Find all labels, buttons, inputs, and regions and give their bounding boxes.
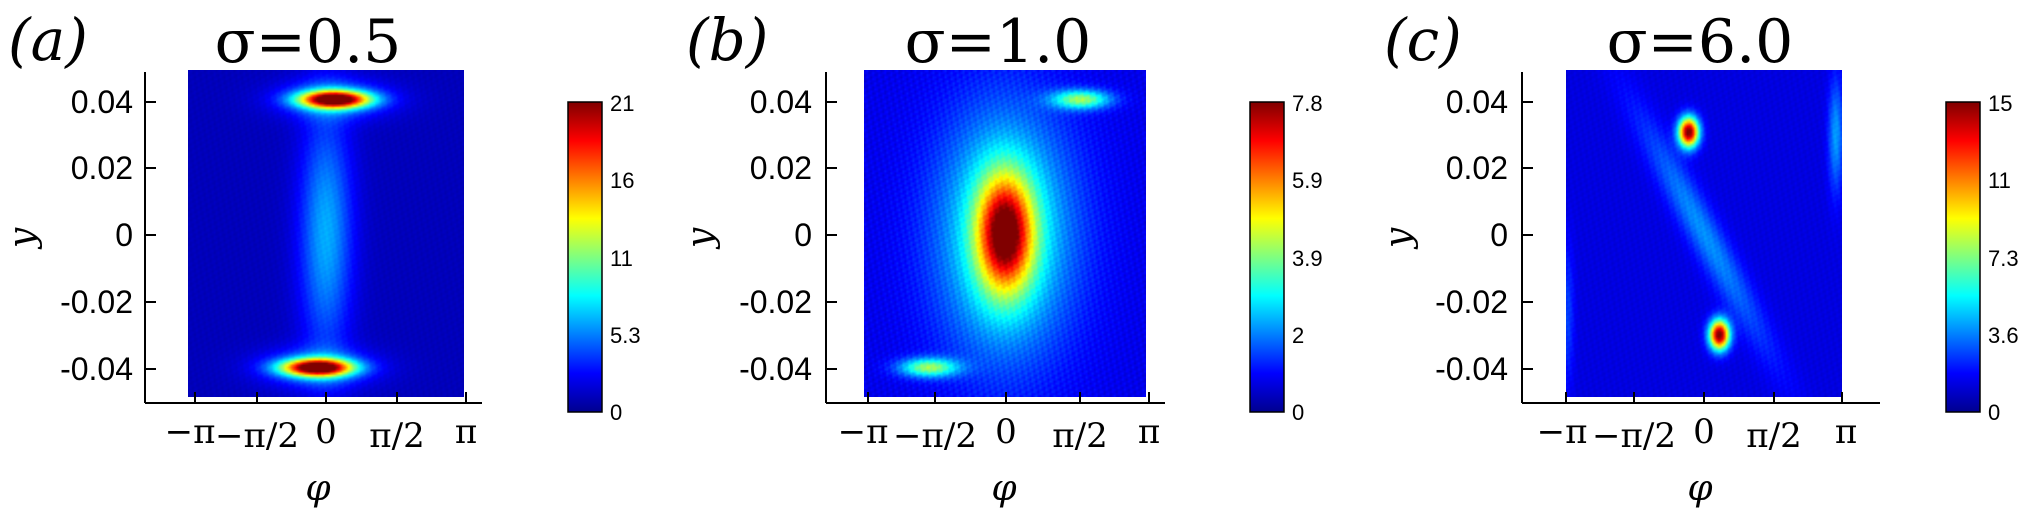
x-tick-label-c-2: −π/2 [1592, 416, 1676, 456]
panel-label-c: (c) [1384, 6, 1462, 74]
y-axis-title-c: y [1378, 227, 1419, 250]
colorbar-label-a-1: 21 [610, 91, 634, 116]
colorbar-label-c-2: 11 [1988, 168, 2011, 193]
x-tick-label-c-4: π/2 [1746, 416, 1801, 456]
x-axis-title-a: φ [305, 468, 331, 509]
colorbar-label-a-2: 16 [610, 168, 634, 193]
x-tick-label-c-5: π [1835, 412, 1857, 452]
colorbar-frame-c [1945, 101, 1981, 413]
panel-title-b: σ=1.0 [905, 7, 1092, 77]
y-tick-label-c-4: -0.02 [1435, 284, 1508, 320]
panel-b: (b) σ=1.0 0.04 0.02 0 -0.02 -0.04 −π −π/… [680, 6, 1323, 509]
y-tick-label-c-3: 0 [1490, 217, 1508, 253]
colorbar-b: 7.8 5.9 3.9 2 0 [1249, 91, 1323, 425]
x-tick-label-b-2: −π/2 [893, 416, 977, 456]
y-tick-label-b-2: 0.02 [750, 150, 812, 186]
y-tick-label-c-5: -0.04 [1435, 351, 1508, 387]
x-tick-label-a-1: −π [165, 412, 216, 452]
panel-title-a: σ=0.5 [215, 7, 402, 77]
colorbar-label-b-3: 3.9 [1292, 246, 1323, 271]
y-tick-label-a-3: 0 [115, 217, 133, 253]
colorbar-frame-a [567, 101, 603, 413]
y-tick-label-c-2: 0.02 [1446, 150, 1508, 186]
x-tick-label-b-5: π [1138, 412, 1160, 452]
x-tick-label-b-3: 0 [995, 412, 1017, 452]
colorbar-gradient-c [1946, 102, 1980, 412]
colorbar-gradient-b [1250, 102, 1284, 412]
heatmap-image-b [864, 70, 1146, 397]
y-tick-label-b-4: -0.02 [739, 284, 812, 320]
y-tick-label-a-1: 0.04 [71, 84, 133, 120]
heatmap-image-c [1566, 70, 1842, 397]
colorbar-label-b-5: 0 [1292, 400, 1304, 425]
panel-title-c: σ=6.0 [1607, 7, 1794, 77]
x-axis-title-b: φ [991, 468, 1017, 509]
y-tick-label-c-1: 0.04 [1446, 84, 1508, 120]
y-axis-title-a: y [2, 227, 43, 250]
colorbar-label-b-2: 5.9 [1292, 168, 1323, 193]
panel-label-a: (a) [8, 6, 88, 74]
axes-a [144, 72, 482, 404]
panel-label-b: (b) [686, 6, 768, 74]
y-tick-label-a-2: 0.02 [71, 150, 133, 186]
x-axis-title-c: φ [1687, 468, 1713, 509]
x-tick-label-a-5: π [455, 412, 477, 452]
colorbar-gradient-a [568, 102, 602, 412]
colorbar-label-a-4: 5.3 [610, 323, 641, 348]
x-tick-label-b-1: −π [838, 412, 889, 452]
axes-b [825, 72, 1165, 404]
y-tick-label-b-5: -0.04 [739, 351, 812, 387]
colorbar-label-c-4: 3.6 [1988, 323, 2019, 348]
x-tick-label-a-4: π/2 [369, 416, 424, 456]
colorbar-c: 15 11 7.3 3.6 0 [1945, 91, 2019, 425]
colorbar-label-b-4: 2 [1292, 323, 1304, 348]
colorbar-label-a-5: 0 [610, 400, 622, 425]
x-tick-label-a-3: 0 [315, 412, 337, 452]
y-tick-label-a-4: -0.02 [60, 284, 133, 320]
x-tick-label-a-2: −π/2 [215, 416, 299, 456]
heatmap-image-a [188, 70, 464, 397]
colorbar-label-c-5: 0 [1988, 400, 2000, 425]
colorbar-label-c-1: 15 [1988, 91, 2012, 116]
y-tick-label-b-3: 0 [794, 217, 812, 253]
colorbar-label-b-1: 7.8 [1292, 91, 1323, 116]
panel-c: (c) σ=6.0 0.04 0.02 0 -0.02 -0.04 −π −π/… [1378, 6, 2019, 509]
panel-a: (a) σ=0.5 0.04 0.02 0 -0.02 -0.04 −π −π/… [2, 6, 641, 509]
colorbar-a: 21 16 11 5.3 0 [567, 91, 641, 425]
axes-c [1521, 72, 1880, 404]
y-axis-title-b: y [680, 227, 721, 250]
colorbar-frame-b [1249, 101, 1285, 413]
x-tick-label-c-1: −π [1537, 412, 1588, 452]
colorbar-label-a-3: 11 [610, 246, 633, 271]
x-tick-label-b-4: π/2 [1052, 416, 1107, 456]
colorbar-label-c-3: 7.3 [1988, 246, 2019, 271]
x-tick-label-c-3: 0 [1693, 412, 1715, 452]
y-tick-label-b-1: 0.04 [750, 84, 812, 120]
y-tick-label-a-5: -0.04 [60, 351, 133, 387]
